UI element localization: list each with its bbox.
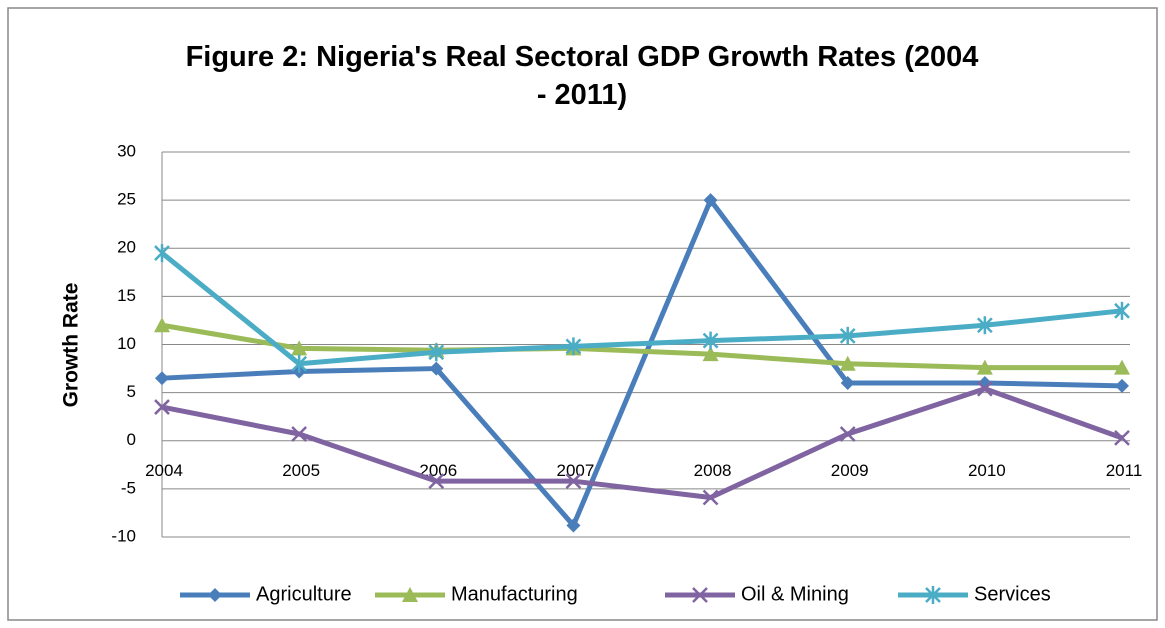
x-tick-label: 2007 (557, 461, 595, 480)
point (976, 359, 993, 375)
y-tick-label: 0 (127, 430, 136, 449)
point (702, 331, 719, 350)
series-line (161, 386, 1123, 501)
point (839, 326, 856, 345)
legend-marker (925, 586, 941, 604)
legend-label: Oil & Mining (741, 583, 849, 605)
point (839, 355, 856, 371)
point (839, 426, 856, 442)
point (565, 473, 582, 490)
x-tick-label: 2009 (831, 461, 869, 480)
legend-label: Agriculture (256, 583, 352, 605)
series-line (161, 322, 1122, 371)
legend-marker (692, 587, 708, 603)
x-tick-label: 2010 (968, 461, 1006, 480)
point (703, 193, 718, 208)
point (976, 316, 993, 335)
point (428, 343, 445, 362)
point (154, 399, 170, 415)
point (291, 354, 308, 373)
x-tick-label: 2011 (1106, 461, 1143, 480)
x-tick-label: 2005 (282, 461, 320, 480)
point (1114, 359, 1130, 375)
legend-label: Services (974, 583, 1051, 605)
legend-marker (402, 587, 418, 602)
y-tick-label: 5 (127, 382, 136, 401)
point (428, 473, 445, 490)
point (1114, 429, 1130, 446)
chart-title: Figure 2: Nigeria's Real Sectoral GDP Gr… (185, 41, 979, 111)
y-tick-label: 15 (117, 286, 136, 305)
point (702, 489, 719, 506)
chart-border (7, 7, 1158, 621)
point (155, 371, 169, 386)
point (566, 518, 581, 533)
point (154, 317, 170, 333)
y-axis-title: Growth Rate (60, 283, 83, 408)
y-tick-label: -5 (121, 478, 136, 497)
point (976, 380, 993, 397)
point (702, 346, 719, 362)
legend-label: Manufacturing (451, 583, 578, 605)
y-tick-label: 30 (117, 141, 136, 160)
series-line (161, 197, 1123, 528)
x-tick-label: 2008 (694, 461, 732, 480)
point (291, 426, 308, 442)
point (154, 244, 170, 263)
y-tick-label: -10 (111, 526, 136, 545)
point (291, 340, 308, 356)
series-line (160, 251, 1123, 367)
point (1115, 378, 1129, 393)
point (1114, 301, 1130, 320)
point (840, 376, 855, 390)
x-tick-label: 2004 (145, 461, 183, 480)
y-tick-label: 20 (117, 238, 136, 257)
point (565, 337, 582, 356)
legend-marker (208, 588, 222, 602)
point (429, 361, 444, 376)
y-tick-label: 10 (117, 334, 136, 353)
y-tick-label: 25 (117, 190, 136, 209)
